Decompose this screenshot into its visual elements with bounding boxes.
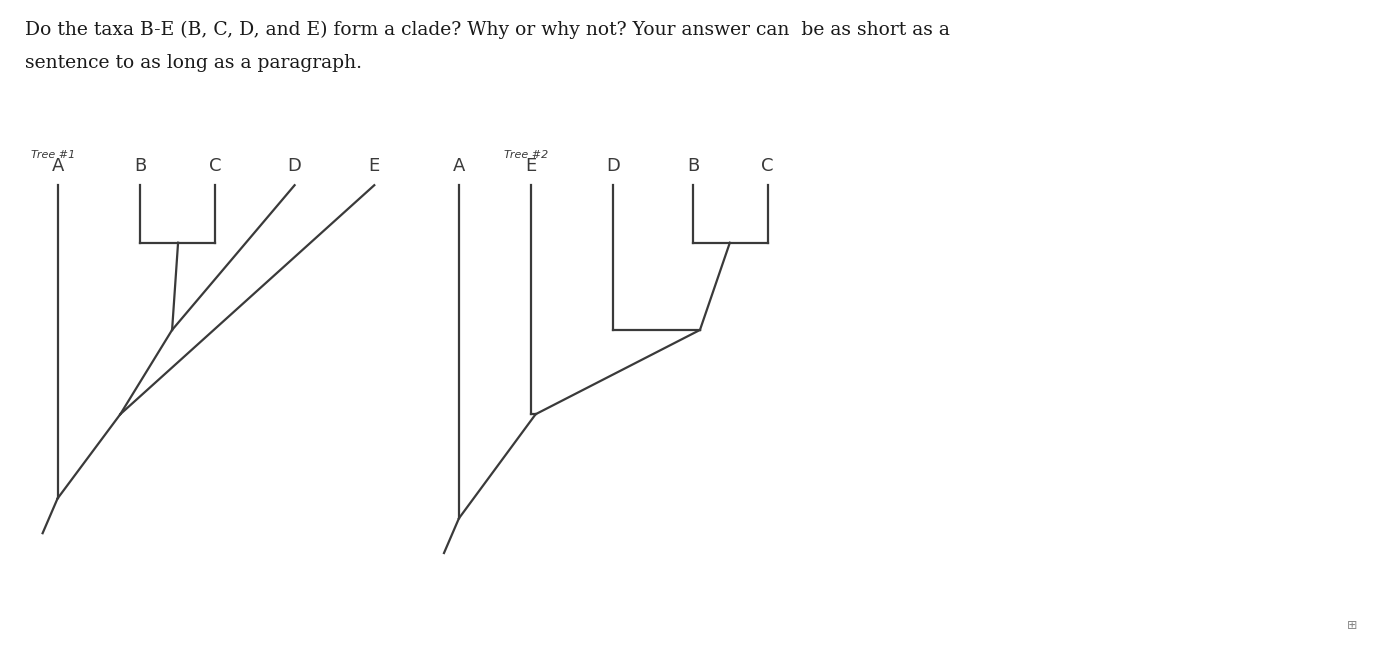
Text: D: D: [607, 157, 621, 176]
Text: A: A: [453, 157, 466, 176]
Text: ⊞: ⊞: [1347, 619, 1357, 632]
Text: D: D: [287, 157, 301, 176]
Text: C: C: [209, 157, 221, 176]
Text: B: B: [687, 157, 699, 176]
Text: E: E: [369, 157, 380, 176]
Text: Tree #2: Tree #2: [504, 150, 549, 159]
Text: Tree #1: Tree #1: [30, 150, 75, 159]
Text: C: C: [761, 157, 774, 176]
Text: E: E: [525, 157, 536, 176]
Text: A: A: [51, 157, 64, 176]
Text: Do the taxa B-E (B, C, D, and E) form a clade? Why or why not? Your answer can  : Do the taxa B-E (B, C, D, and E) form a …: [25, 21, 949, 39]
Text: B: B: [134, 157, 146, 176]
Text: sentence to as long as a paragraph.: sentence to as long as a paragraph.: [25, 54, 362, 73]
